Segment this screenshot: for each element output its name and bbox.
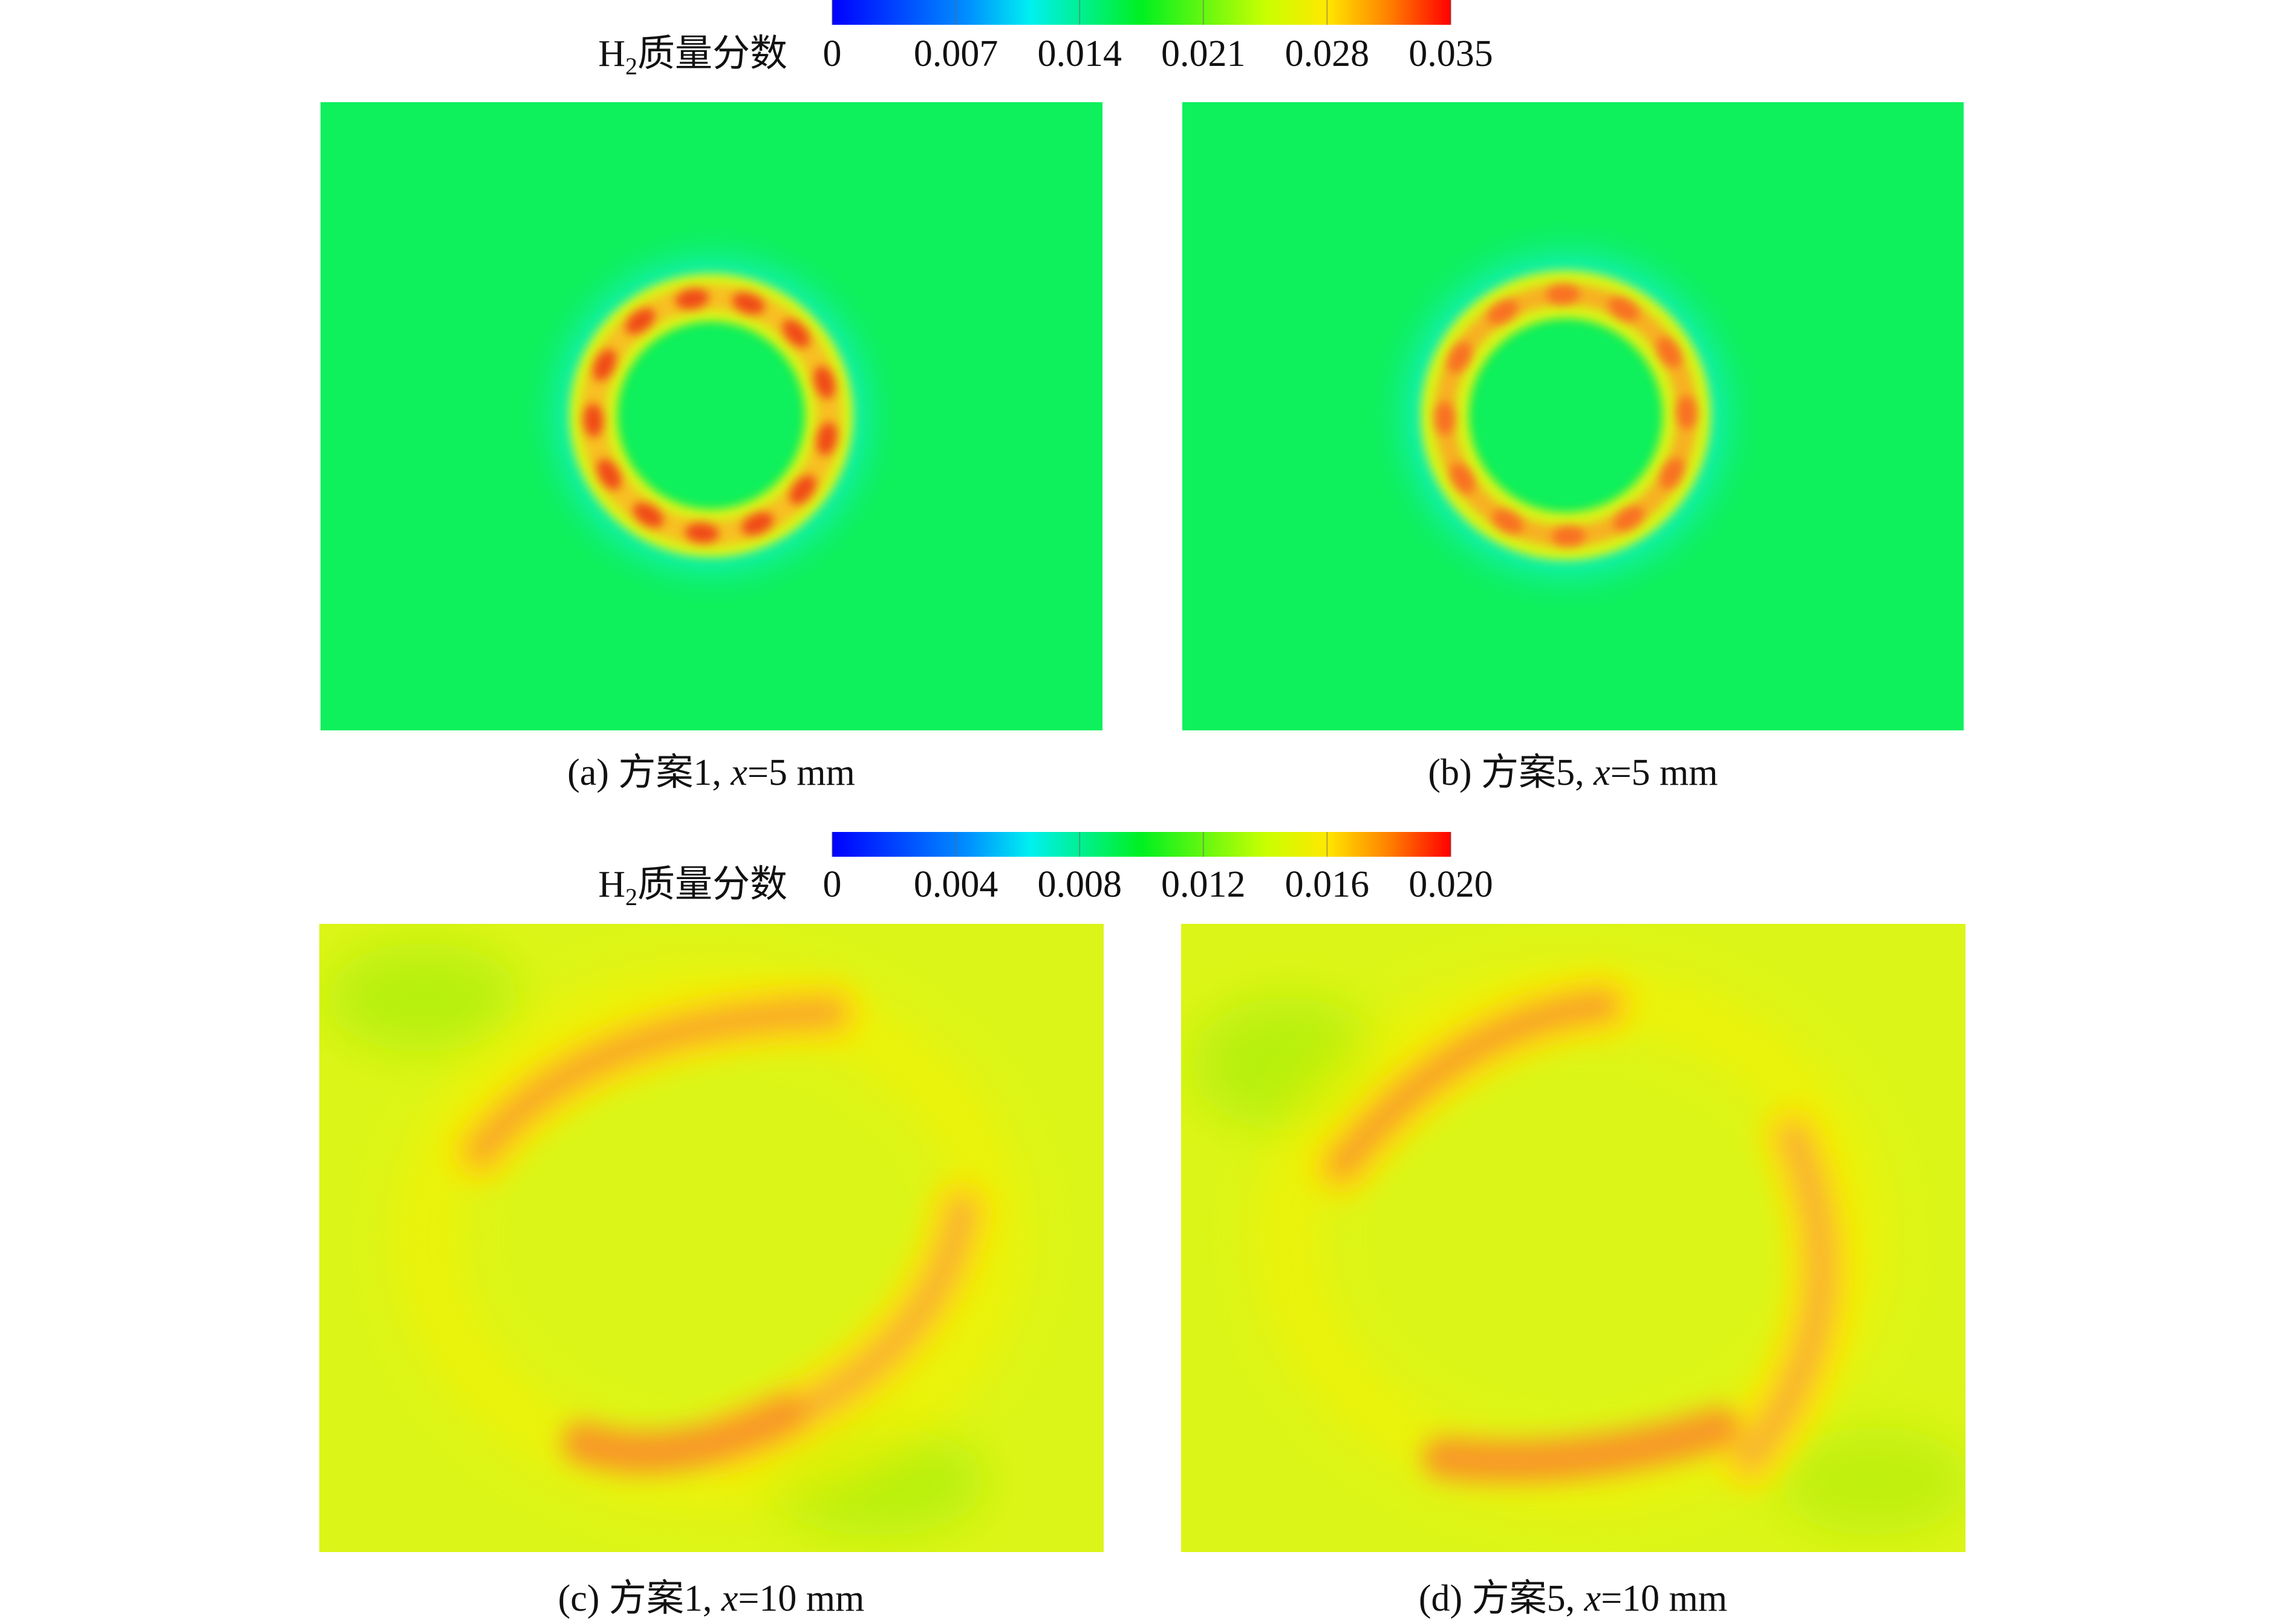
blob xyxy=(1608,297,1640,321)
colorbar-tick-label: 0.008 xyxy=(1037,864,1122,905)
caption-suffix: =10 mm xyxy=(1601,1578,1727,1619)
label-symbol: H xyxy=(598,33,625,74)
blob xyxy=(625,308,655,334)
panel-caption: (b) 方案5, x=5 mm xyxy=(1428,752,1718,793)
blob xyxy=(1492,510,1523,533)
panel-caption: (d) 方案5, x=10 mm xyxy=(1419,1578,1727,1619)
panel-caption: (c) 方案1, x=10 mm xyxy=(558,1578,865,1619)
colorbar-tick-label: 0.012 xyxy=(1161,864,1246,905)
panel-caption: (a) 方案1, x=5 mm xyxy=(567,752,855,793)
contour-a xyxy=(321,102,1102,730)
blob xyxy=(675,289,709,309)
caption-prefix: (d) 方案5, xyxy=(1419,1578,1584,1619)
blob xyxy=(685,523,719,543)
colorbar-tick-label: 0.035 xyxy=(1408,33,1493,74)
blob xyxy=(1450,463,1475,494)
caption-prefix: (b) 方案5, xyxy=(1428,752,1594,793)
blob xyxy=(741,512,774,535)
blob xyxy=(732,293,765,314)
contour-d xyxy=(1181,924,1965,1552)
colorbar-tick-label: 0.004 xyxy=(914,864,998,905)
caption-suffix: =5 mm xyxy=(1610,752,1718,793)
label-symbol: H xyxy=(598,864,625,905)
blob xyxy=(633,502,664,528)
blob xyxy=(782,319,810,348)
caption-suffix: =10 mm xyxy=(738,1578,864,1619)
colorbar-tick-label: 0.007 xyxy=(914,33,998,74)
blob xyxy=(789,475,816,505)
colorbar-label: H2质量分数 xyxy=(598,33,787,80)
caption-suffix: =5 mm xyxy=(747,752,855,793)
contour-b xyxy=(1182,102,1964,730)
colorbar-tick-label: 0.021 xyxy=(1161,33,1246,74)
label-subscript: 2 xyxy=(625,53,637,80)
colorbar-tick-label: 0.020 xyxy=(1408,864,1493,905)
blob xyxy=(597,459,621,490)
colorbar-label: H2质量分数 xyxy=(598,864,787,911)
colorbar xyxy=(832,0,1451,25)
caption-prefix: (c) 方案1, xyxy=(558,1578,721,1619)
contour-c xyxy=(319,924,1104,1552)
blob xyxy=(1435,401,1455,435)
blob xyxy=(1487,300,1519,325)
blob xyxy=(1613,506,1644,531)
blob xyxy=(1551,526,1586,546)
caption-variable: x xyxy=(730,752,747,793)
blob xyxy=(816,422,837,456)
blob xyxy=(1656,337,1681,368)
blob xyxy=(1448,342,1471,373)
colorbar-tick-label: 0 xyxy=(823,864,842,905)
caption-variable: x xyxy=(1593,752,1610,793)
colorbar-tick-label: 0.014 xyxy=(1037,33,1122,74)
label-subscript: 2 xyxy=(625,883,637,911)
blob xyxy=(1660,458,1684,489)
colorbar-tick-label: 0 xyxy=(823,33,842,74)
label-text: 质量分数 xyxy=(637,33,787,74)
colorbar-tick-label: 0.016 xyxy=(1285,864,1370,905)
colorbar-tick-label: 0.028 xyxy=(1285,33,1370,74)
colorbar xyxy=(832,832,1451,857)
blob xyxy=(593,349,616,381)
blob xyxy=(584,403,604,438)
label-text: 质量分数 xyxy=(637,864,787,905)
caption-prefix: (a) 方案1, xyxy=(567,752,731,793)
blob xyxy=(1676,395,1696,430)
caption-variable: x xyxy=(721,1578,738,1619)
caption-variable: x xyxy=(1584,1578,1601,1619)
blob xyxy=(1546,285,1580,305)
blob xyxy=(813,366,835,399)
